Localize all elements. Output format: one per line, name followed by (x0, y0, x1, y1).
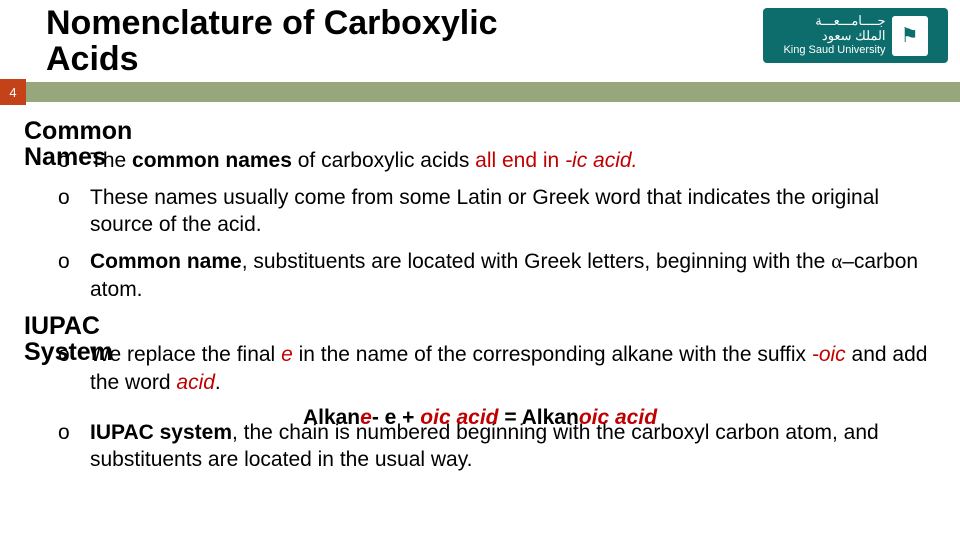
text-segment: , substituents are located with Greek le… (242, 250, 832, 273)
logo-emblem-icon: ⚑ (892, 16, 928, 56)
title-line2: Acids (46, 40, 139, 78)
iupac-bullets-bottom: IUPAC system, the chain is numbered begi… (24, 419, 936, 474)
text-segment: The (90, 149, 132, 172)
divider-bar (0, 82, 960, 102)
text-segment: of carboxylic acids (298, 149, 475, 172)
text-segment: acid (176, 371, 215, 394)
text-segment: e (281, 343, 299, 366)
section1-line1: Common (24, 117, 132, 145)
text-segment: We replace the final (90, 343, 281, 366)
slide-title: Nomenclature of Carboxylic Acids (46, 6, 498, 77)
logo-english: King Saud University (783, 44, 885, 57)
text-segment: α (831, 249, 842, 273)
text-segment: IUPAC system (90, 421, 232, 444)
text-segment: -ic acid. (565, 149, 637, 172)
slide-body: Common Names The common names of carboxy… (24, 118, 936, 484)
logo-text: جــــامـــعـــة الملك سعود King Saud Uni… (783, 14, 885, 57)
common-names-bullets: The common names of carboxylic acids all… (24, 147, 936, 303)
university-logo: جــــامـــعـــة الملك سعود King Saud Uni… (763, 8, 948, 63)
title-line1: Nomenclature of Carboxylic (46, 4, 498, 42)
logo-arabic-2: الملك سعود (783, 29, 885, 44)
text-segment: . (215, 371, 221, 394)
text-segment: in the name of the corresponding alkane … (299, 343, 812, 366)
text-segment: all end in (475, 149, 565, 172)
list-item: IUPAC system, the chain is numbered begi… (58, 419, 936, 474)
text-segment: common names (132, 149, 298, 172)
text-segment: -oic (812, 343, 852, 366)
list-item: The common names of carboxylic acids all… (58, 147, 936, 174)
text-segment: Common name (90, 250, 242, 273)
list-item: These names usually come from some Latin… (58, 184, 936, 239)
list-item: Common name, substituents are located wi… (58, 248, 936, 303)
page-number-badge: 4 (0, 79, 26, 105)
text-segment: These names usually come from some Latin… (90, 186, 879, 236)
logo-arabic-1: جــــامـــعـــة (783, 14, 885, 29)
list-item: We replace the final e in the name of th… (58, 341, 936, 396)
iupac-bullets-top: We replace the final e in the name of th… (24, 341, 936, 396)
page-number: 4 (9, 85, 16, 100)
section2-line1: IUPAC (24, 312, 100, 340)
